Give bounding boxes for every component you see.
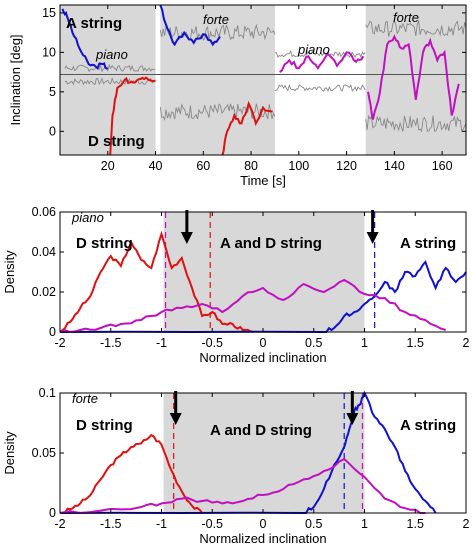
chart-panel-top: 20 40 60 80 100 120 140 160 0 5 10 15 Time [s] Inclin… bbox=[8, 4, 467, 188]
chart-panel-forte: -2 -1.5 -1 -0.5 0 0.5 1 1.5 2 0 0.05 0.1 Normalized … bbox=[2, 386, 470, 546]
gray-trace bbox=[274, 49, 366, 59]
series-line-D bbox=[59, 230, 254, 333]
x-tick-label: -0.5 bbox=[201, 517, 223, 531]
x-tick-label: 20 bbox=[101, 159, 115, 173]
arrow-head bbox=[180, 232, 193, 244]
x-tick-label: -1.5 bbox=[100, 517, 122, 531]
y-axis-label: Inclination [deg] bbox=[8, 34, 23, 125]
annotation-a-string: A string bbox=[66, 15, 122, 32]
gray-trace bbox=[159, 23, 276, 41]
gray-trace bbox=[159, 103, 276, 121]
gray-trace bbox=[64, 77, 156, 86]
series-line-A bbox=[159, 4, 221, 47]
series-line-D bbox=[221, 100, 273, 156]
x-tick-label: 1 bbox=[361, 517, 368, 531]
x-tick-label: -2 bbox=[54, 517, 65, 531]
x-tick-label: 160 bbox=[432, 159, 453, 173]
y-tick-label: 0.1 bbox=[39, 386, 56, 400]
x-tick-label: 0.5 bbox=[305, 517, 322, 531]
x-tick-label: 1.5 bbox=[407, 336, 424, 350]
x-tick-label: 2 bbox=[463, 517, 470, 531]
x-tick-label: 0 bbox=[260, 336, 267, 350]
gray-trace bbox=[274, 84, 366, 93]
y-tick-label: 0.02 bbox=[32, 285, 56, 299]
y-tick-label: 0 bbox=[49, 124, 56, 138]
x-tick-label: 1.5 bbox=[407, 517, 424, 531]
x-tick-label: -2 bbox=[54, 336, 65, 350]
annotation-ad-string: A and D string bbox=[210, 422, 312, 439]
x-tick-label: 140 bbox=[384, 159, 405, 173]
x-axis-label: Normalized inclination bbox=[199, 350, 326, 365]
series-line-D bbox=[59, 433, 203, 514]
panel-label-forte: forte bbox=[72, 391, 98, 406]
y-tick-label: 15 bbox=[42, 6, 56, 20]
arrow-head bbox=[169, 413, 182, 425]
x-tick-label: -1 bbox=[156, 336, 167, 350]
annotation-d-string: D string bbox=[88, 133, 145, 150]
y-tick-label: 0 bbox=[49, 325, 56, 339]
series-line-D bbox=[109, 76, 156, 156]
x-tick-label: -0.5 bbox=[201, 336, 223, 350]
annotation-a-string: A string bbox=[400, 417, 456, 434]
annotation-forte: forte bbox=[203, 12, 229, 27]
y-tick-label: 0.06 bbox=[32, 205, 56, 219]
shaded-region bbox=[163, 393, 365, 513]
series-line-mix bbox=[59, 457, 426, 515]
series-line-A bbox=[59, 390, 437, 515]
y-tick-label: 10 bbox=[42, 45, 56, 59]
annotation-ad-string: A and D string bbox=[220, 235, 322, 252]
annotation-a-string: A string bbox=[400, 235, 456, 252]
series-line-mix bbox=[367, 34, 460, 120]
x-tick-label: 0 bbox=[260, 517, 267, 531]
series-line-A bbox=[59, 260, 467, 334]
series-line-A bbox=[61, 8, 108, 70]
x-tick-label: -1 bbox=[156, 517, 167, 531]
x-tick-label: 2 bbox=[463, 336, 470, 350]
x-tick-label: -1.5 bbox=[100, 336, 122, 350]
y-tick-label: 0.04 bbox=[32, 245, 56, 259]
x-tick-label: 100 bbox=[288, 159, 309, 173]
x-tick-label: 80 bbox=[244, 159, 258, 173]
annotation-piano: piano bbox=[297, 42, 330, 57]
y-axis-label: Density bbox=[2, 250, 17, 294]
annotation-forte: forte bbox=[393, 10, 419, 25]
chart-panel-piano: -2 -1.5 -1 -0.5 0 0.5 1 1.5 2 0 0.02 0.04 0.06 Normal… bbox=[2, 205, 470, 365]
x-tick-label: 120 bbox=[336, 159, 357, 173]
y-axis-label: Density bbox=[2, 431, 17, 475]
gray-trace bbox=[365, 114, 467, 133]
x-tick-label: 60 bbox=[196, 159, 210, 173]
x-tick-label: 0.5 bbox=[305, 336, 322, 350]
series-line-mix bbox=[59, 278, 446, 334]
annotation-d-string: D string bbox=[76, 235, 133, 252]
x-tick-label: 40 bbox=[149, 159, 163, 173]
arrow-head bbox=[346, 413, 359, 425]
y-tick-label: 5 bbox=[49, 85, 56, 99]
gray-trace bbox=[64, 63, 156, 73]
shaded-region bbox=[163, 212, 365, 332]
panel-label-piano: piano bbox=[71, 210, 104, 225]
x-tick-label: 1 bbox=[361, 336, 368, 350]
x-axis-label: Time [s] bbox=[240, 173, 286, 188]
gray-trace bbox=[365, 19, 467, 37]
axes-box bbox=[59, 4, 467, 156]
y-tick-label: 0.05 bbox=[32, 446, 56, 460]
shaded-region bbox=[160, 5, 275, 155]
y-tick-label: 0 bbox=[49, 506, 56, 520]
arrow-head bbox=[366, 232, 379, 244]
annotation-d-string: D string bbox=[76, 417, 133, 434]
annotation-piano: piano bbox=[95, 47, 128, 62]
series-line-mix bbox=[279, 51, 365, 73]
x-axis-label: Normalized inclination bbox=[199, 531, 326, 546]
